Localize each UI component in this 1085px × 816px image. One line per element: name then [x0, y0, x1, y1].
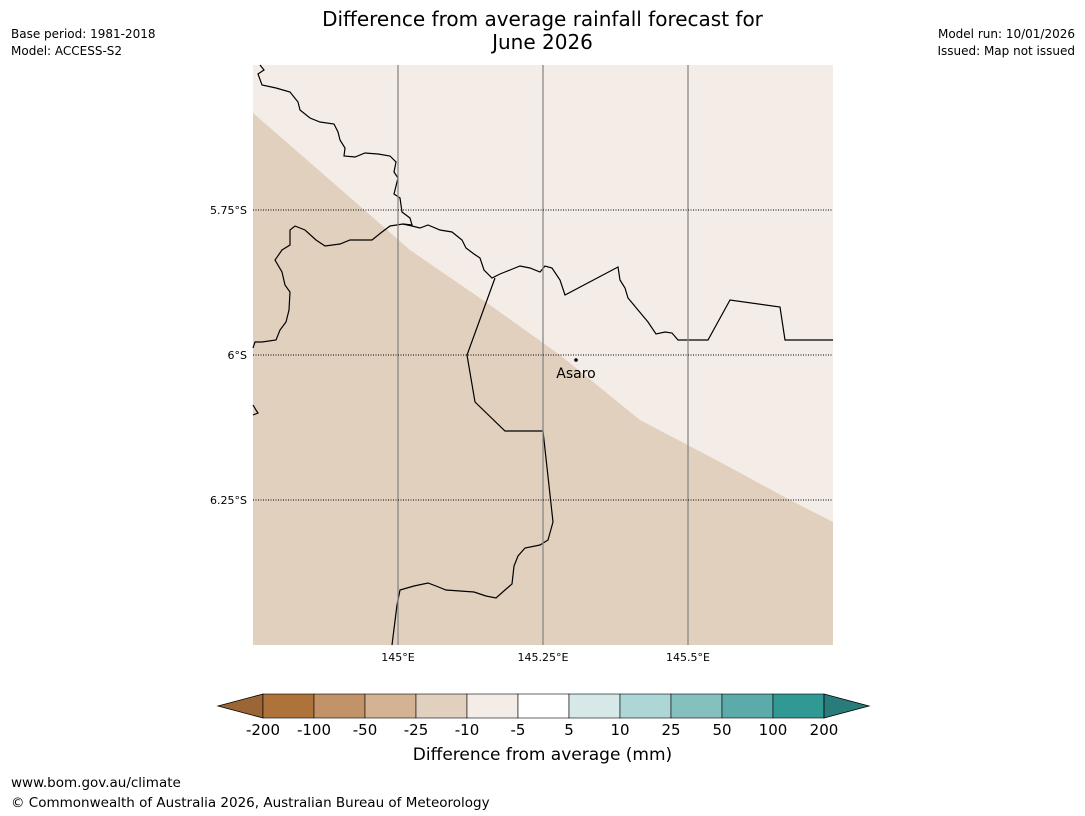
- colorbar-cell: [568, 693, 621, 719]
- footer-copyright: © Commonwealth of Australia 2026, Austra…: [11, 795, 490, 811]
- lat-label-6-25: 6.25°S: [210, 494, 247, 507]
- lat-label-6: 6°S: [228, 349, 247, 362]
- meta-left: Base period: 1981-2018 Model: ACCESS-S2: [11, 26, 156, 60]
- colorbar-title: Difference from average (mm): [412, 745, 673, 765]
- colorbar-tick-label: -10: [455, 721, 480, 739]
- colorbar-tick-label: -50: [353, 721, 378, 739]
- colorbar-cell: [466, 693, 519, 719]
- parallels: [253, 209, 833, 501]
- title-line-1: Difference from average rainfall forecas…: [322, 7, 763, 31]
- coastline-west-fragment: [252, 404, 259, 416]
- coastline-north: [252, 64, 413, 349]
- colorbar-tick-label: -25: [404, 721, 429, 739]
- footer-url[interactable]: www.bom.gov.au/climate: [11, 775, 181, 791]
- colorbar-cell: [721, 693, 774, 719]
- colorbar-tick-label: 50: [712, 721, 731, 739]
- colorbar-cell: [313, 693, 366, 719]
- issued-text: Issued: Map not issued: [937, 44, 1075, 58]
- map-panel: 5.75°S 6°S 6.25°S 145°E 145.25°E 145.5°E…: [210, 64, 833, 664]
- colorbar-cell: [619, 693, 672, 719]
- coastline-east: [402, 223, 833, 341]
- lon-label-145: 145°E: [381, 651, 414, 664]
- colorbar-tick-label: -200: [246, 721, 280, 739]
- colorbar-tick-labels: -200 -100 -50 -25 -10 -5 5 10 25 50 100 200: [246, 721, 838, 739]
- model-text: Model: ACCESS-S2: [11, 44, 123, 58]
- place-marker-asaro: [574, 358, 578, 362]
- colorbar-tick-label: 200: [810, 721, 839, 739]
- lat-label-5-75: 5.75°S: [210, 204, 247, 217]
- colorbar-cells: [262, 693, 825, 719]
- lon-label-145-5: 145.5°E: [666, 651, 710, 664]
- colorbar-cell: [772, 693, 825, 719]
- lon-label-145-25: 145.25°E: [518, 651, 569, 664]
- colorbar-cell: [262, 693, 315, 719]
- colorbar: -200 -100 -50 -25 -10 -5 5 10 25 50 100 200: [216, 693, 871, 739]
- meta-right: Model run: 10/01/2026 Issued: Map not is…: [937, 26, 1075, 60]
- colorbar-under-triangle: [216, 693, 264, 719]
- colorbar-cell: [670, 693, 723, 719]
- map-title: Difference from average rainfall forecas…: [0, 8, 1085, 54]
- base-period-text: Base period: 1981-2018: [11, 27, 156, 41]
- model-run-text: Model run: 10/01/2026: [937, 27, 1075, 41]
- colorbar-tick-label: -5: [511, 721, 526, 739]
- colorbar-tick-label: 25: [661, 721, 680, 739]
- colorbar-over-triangle: [823, 693, 871, 719]
- colorbar-tick-label: 10: [610, 721, 629, 739]
- colorbar-cell: [415, 693, 468, 719]
- colorbar-tick-label: -100: [297, 721, 331, 739]
- borders: [252, 64, 833, 646]
- colorbar-cell: [364, 693, 417, 719]
- title-line-2: June 2026: [492, 30, 593, 54]
- colorbar-cell: [517, 693, 570, 719]
- place-label-asaro: Asaro: [556, 366, 595, 382]
- inland-border: [391, 277, 554, 646]
- colorbar-tick-label: 5: [564, 721, 574, 739]
- colorbar-tick-label: 100: [759, 721, 788, 739]
